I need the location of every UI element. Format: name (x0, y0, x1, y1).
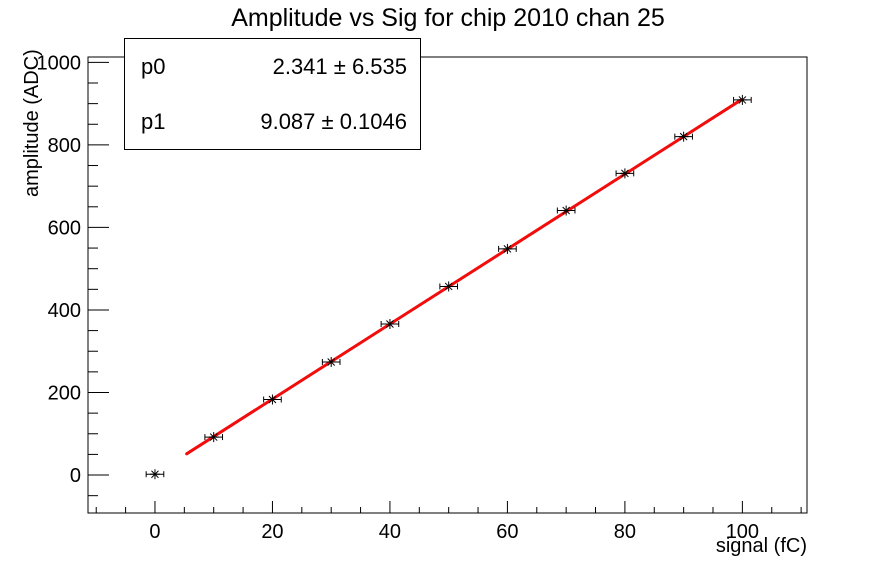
y-tick-label: 800 (48, 135, 81, 157)
data-point-marker (321, 356, 341, 367)
y-tick-label: 1000 (37, 52, 82, 74)
y-axis-title: amplitude (ADC) (21, 49, 43, 197)
y-axis: 0 200 400 600 800 1000 (37, 52, 109, 497)
fit-line (185, 98, 743, 456)
data-points (145, 94, 752, 480)
data-point-marker (204, 432, 224, 443)
x-tick-label: 40 (379, 521, 401, 543)
y-tick-label: 600 (48, 217, 81, 239)
stat-param-value-p1: 9.087 ± 0.1046 (260, 108, 407, 134)
y-tick-label: 400 (48, 300, 81, 322)
x-axis: 0 20 40 60 80 100 (95, 501, 802, 543)
data-point-marker (439, 281, 458, 292)
fit-stats-box: p0 2.341 ± 6.535 p1 9.087 ± 0.1046 (124, 38, 421, 150)
data-point-marker (674, 131, 693, 142)
y-tick-label: 200 (48, 383, 81, 405)
y-tick-label: 0 (70, 465, 81, 487)
stat-param-name-p1: p1 (141, 108, 166, 134)
data-point-marker (145, 469, 165, 480)
stat-row-p0: p0 2.341 ± 6.535 (125, 54, 420, 80)
x-tick-label: 80 (614, 521, 636, 543)
data-point-marker (380, 318, 400, 329)
data-point-marker (615, 168, 635, 179)
x-axis-title: signal (fC) (715, 535, 807, 557)
data-point-marker (498, 243, 517, 254)
stat-row-p1: p1 9.087 ± 0.1046 (125, 109, 420, 135)
stat-param-name-p0: p0 (141, 53, 166, 79)
chart-title: Amplitude vs Sig for chip 2010 chan 25 (231, 4, 665, 32)
data-point-marker (556, 205, 576, 216)
x-tick-label: 60 (496, 521, 518, 543)
data-point-marker (733, 94, 752, 105)
x-tick-label: 20 (261, 521, 283, 543)
x-tick-label: 100 (726, 521, 759, 543)
data-point-marker (263, 394, 282, 405)
stat-param-value-p0: 2.341 ± 6.535 (272, 53, 407, 79)
x-tick-label: 0 (149, 521, 160, 543)
plot-frame (87, 56, 808, 514)
